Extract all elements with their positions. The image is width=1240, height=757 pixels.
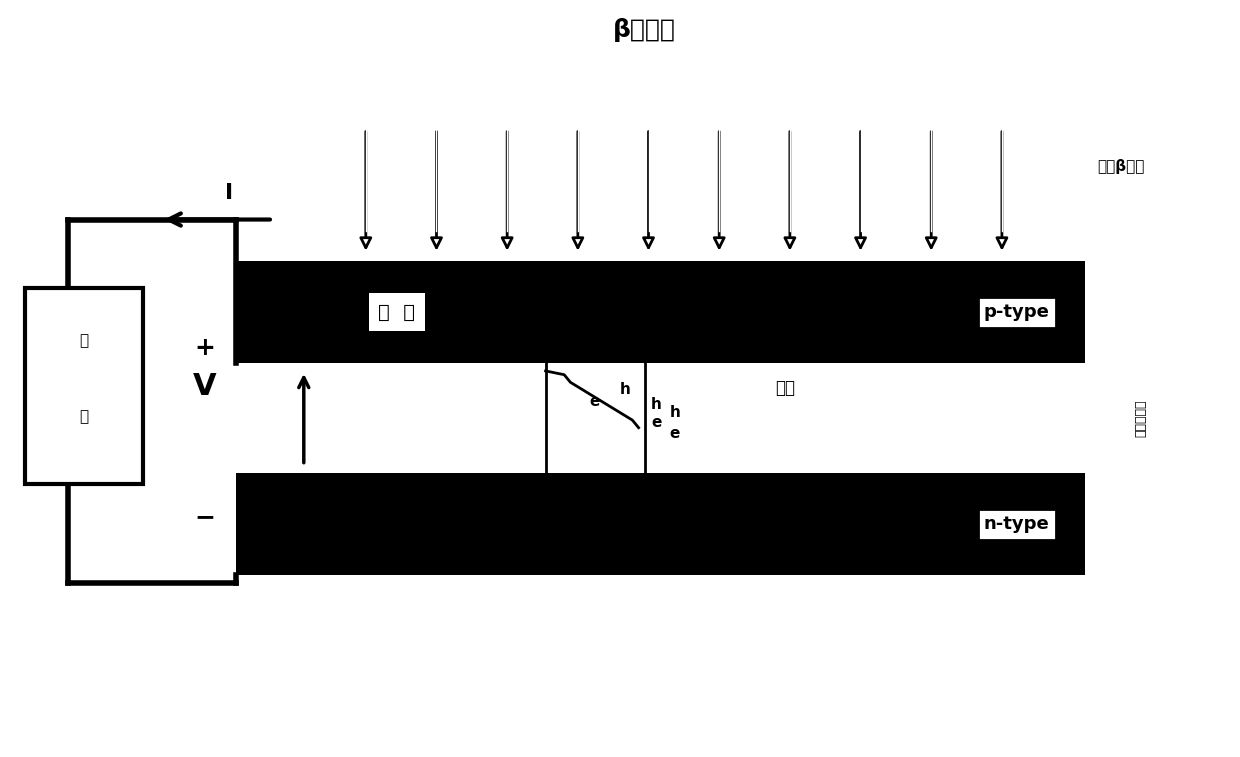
Text: 扩  散: 扩 散 — [378, 303, 415, 322]
Text: E: E — [296, 492, 311, 512]
Text: e: e — [670, 425, 680, 441]
Bar — [236, 261, 1085, 363]
Text: e: e — [589, 394, 599, 409]
Text: p-type: p-type — [983, 304, 1050, 321]
Text: e: e — [651, 415, 661, 430]
Text: −: − — [195, 505, 215, 528]
Text: h: h — [620, 382, 631, 397]
Text: V: V — [192, 372, 217, 400]
Text: h: h — [670, 405, 681, 420]
Bar — [25, 288, 143, 484]
Text: I: I — [226, 183, 233, 203]
Text: β放射源: β放射源 — [614, 18, 676, 42]
Bar — [236, 473, 1085, 575]
Text: 迁移: 迁移 — [775, 379, 795, 397]
Text: h: h — [651, 397, 662, 413]
Text: 钓魔晶体结: 钓魔晶体结 — [1135, 400, 1147, 437]
Text: 载: 载 — [79, 409, 88, 424]
Text: 负: 负 — [79, 333, 88, 348]
Text: 轾能β粒子: 轾能β粒子 — [1097, 159, 1145, 174]
Text: n-type: n-type — [983, 516, 1050, 533]
Text: +: + — [195, 336, 215, 360]
